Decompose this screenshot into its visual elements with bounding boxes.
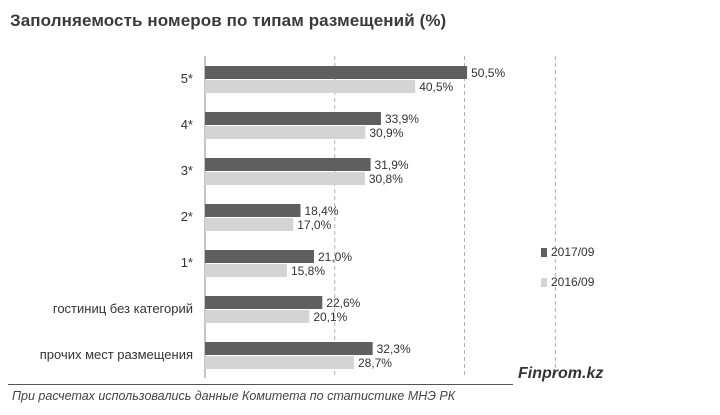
- data-label: 21,0%: [318, 250, 352, 264]
- bar: [205, 172, 365, 185]
- category-label: 1*: [181, 255, 193, 270]
- bar: [205, 66, 468, 79]
- legend-swatch: [541, 278, 547, 287]
- source-divider: [8, 384, 513, 385]
- bar: [205, 126, 366, 139]
- bar: [205, 204, 301, 217]
- category-label: 2*: [181, 209, 193, 224]
- data-label: 22,6%: [326, 296, 360, 310]
- grid-lines: [334, 56, 556, 378]
- value-labels: 50,5% 40,5% 33,9%30,9% 31,9%30,8% 18,4%17,0%…: [291, 66, 505, 370]
- data-label: 15,8%: [291, 264, 325, 278]
- brand-logo: Finprom.kz: [518, 365, 604, 382]
- category-label: 3*: [181, 163, 193, 178]
- bar: [205, 112, 381, 125]
- data-label: 30,9%: [369, 126, 403, 140]
- bar: [205, 356, 354, 369]
- bars: [205, 66, 468, 369]
- category-label: 4*: [181, 117, 193, 132]
- data-label: 50,5%: [471, 66, 505, 80]
- bar: [205, 310, 310, 323]
- category-label: 5*: [181, 71, 193, 86]
- chart-title: Заполняемость номеров по типам размещени…: [10, 11, 447, 30]
- legend-label: 2016/09: [551, 275, 595, 289]
- bar: [205, 296, 323, 309]
- bar: [205, 250, 314, 263]
- legend-label: 2017/09: [551, 245, 595, 259]
- category-labels: 5* 4* 3* 2* 1* гостиниц без категорий прочих м…: [40, 71, 193, 362]
- bar: [205, 342, 373, 355]
- data-label: 17,0%: [297, 218, 331, 232]
- category-label: гостиниц без категорий: [53, 301, 193, 316]
- legend-swatch: [541, 248, 547, 257]
- data-label: 40,5%: [419, 80, 453, 94]
- data-label: 20,1%: [313, 310, 347, 324]
- data-label: 28,7%: [358, 356, 392, 370]
- bar: [205, 264, 288, 277]
- data-label: 30,8%: [369, 172, 403, 186]
- data-label: 18,4%: [304, 204, 338, 218]
- data-label: 31,9%: [375, 158, 409, 172]
- bar: [205, 80, 416, 93]
- data-label: 33,9%: [385, 112, 419, 126]
- bar: [205, 218, 294, 231]
- bar: [205, 158, 371, 171]
- data-label: 32,3%: [377, 342, 411, 356]
- legend: 2017/09 2016/09: [541, 245, 595, 289]
- source-note: При расчетах использовались данные Комит…: [12, 389, 456, 403]
- category-label: прочих мест размещения: [40, 347, 193, 362]
